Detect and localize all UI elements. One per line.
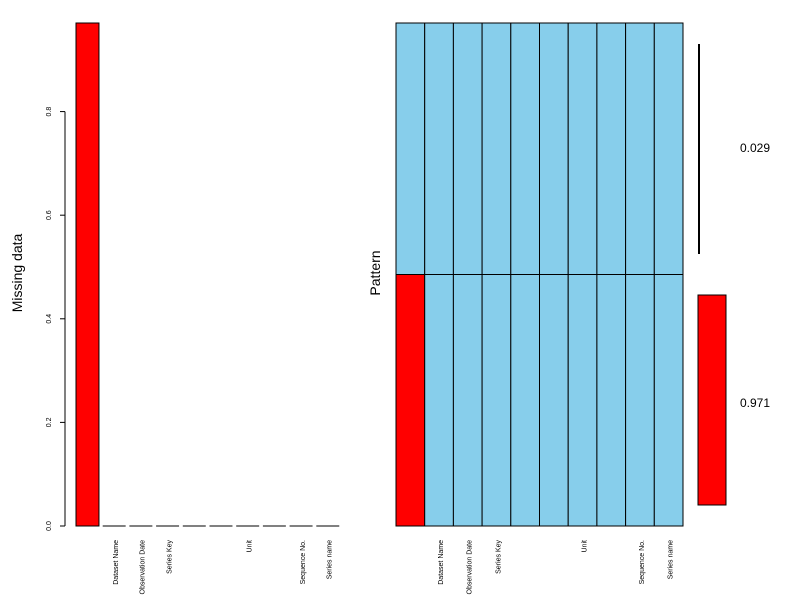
pattern-cell-r0-c1	[424, 22, 454, 275]
bar-category-label: Series Key	[166, 540, 173, 574]
bar-category-label: Sequence No.	[300, 540, 307, 584]
pattern-cell-r0-c0	[395, 22, 426, 275]
pattern-cell-r0-c5	[539, 22, 569, 275]
pattern-column-label: Series name	[667, 540, 674, 579]
y-tick-label: 0.4	[46, 314, 53, 324]
bar-category-label: Series name	[327, 540, 334, 579]
pattern-cell-r0-c3	[481, 22, 512, 275]
pattern-column-label: Sequence No.	[639, 540, 646, 584]
pattern-proportion-bar-0	[698, 44, 700, 254]
bar-category-label: Observation Date	[140, 540, 147, 595]
pattern-cell-r0-c9	[653, 22, 684, 275]
bar-category-label: Unit	[247, 540, 254, 553]
pattern-cell-r1-c2	[452, 274, 483, 527]
pattern-column-label: Unit	[581, 540, 588, 553]
pattern-cell-r1-c0	[395, 274, 426, 527]
bar-category-label: Dataset Name	[113, 540, 120, 585]
pattern-proportion-bar-1	[697, 294, 727, 506]
missing-data-bar-chart: Missing data 0.0 0.2 0.4 0.6 0.8 Dataset Name…	[9, 22, 340, 595]
pattern-cell-r1-c7	[596, 274, 627, 527]
pattern-proportion-label: 0.971	[740, 396, 770, 410]
y-axis-title: Missing data	[9, 233, 25, 312]
pattern-proportion-label: 0.029	[740, 141, 770, 155]
y-tick-label: 0.0	[46, 521, 53, 531]
pattern-cell-r1-c6	[567, 274, 598, 527]
pattern-axis-title: Pattern	[367, 250, 383, 295]
pattern-cell-r1-c5	[539, 274, 569, 527]
y-tick-label: 0.2	[46, 417, 53, 427]
pattern-cell-r1-c3	[481, 274, 512, 527]
y-tick-label: 0.6	[46, 210, 53, 220]
pattern-column-label: Series Key	[495, 540, 502, 574]
pattern-cell-r1-c1	[424, 274, 454, 527]
pattern-column-label: Dataset Name	[438, 540, 445, 585]
pattern-cell-r1-c4	[510, 274, 540, 527]
bar-0	[75, 22, 100, 527]
pattern-cell-r1-c9	[653, 274, 684, 527]
pattern-cell-r0-c4	[510, 22, 540, 275]
pattern-cell-r0-c2	[452, 22, 483, 275]
pattern-column-label: Observation Date	[467, 540, 474, 595]
pattern-cell-r1-c8	[625, 274, 655, 527]
pattern-cell-r0-c6	[567, 22, 598, 275]
pattern-cell-r0-c8	[625, 22, 655, 275]
missing-pattern-heatmap: Pattern Dataset Name Observation Date Seri…	[367, 22, 770, 595]
pattern-cell-r0-c7	[596, 22, 627, 275]
y-tick-label: 0.8	[46, 107, 53, 117]
